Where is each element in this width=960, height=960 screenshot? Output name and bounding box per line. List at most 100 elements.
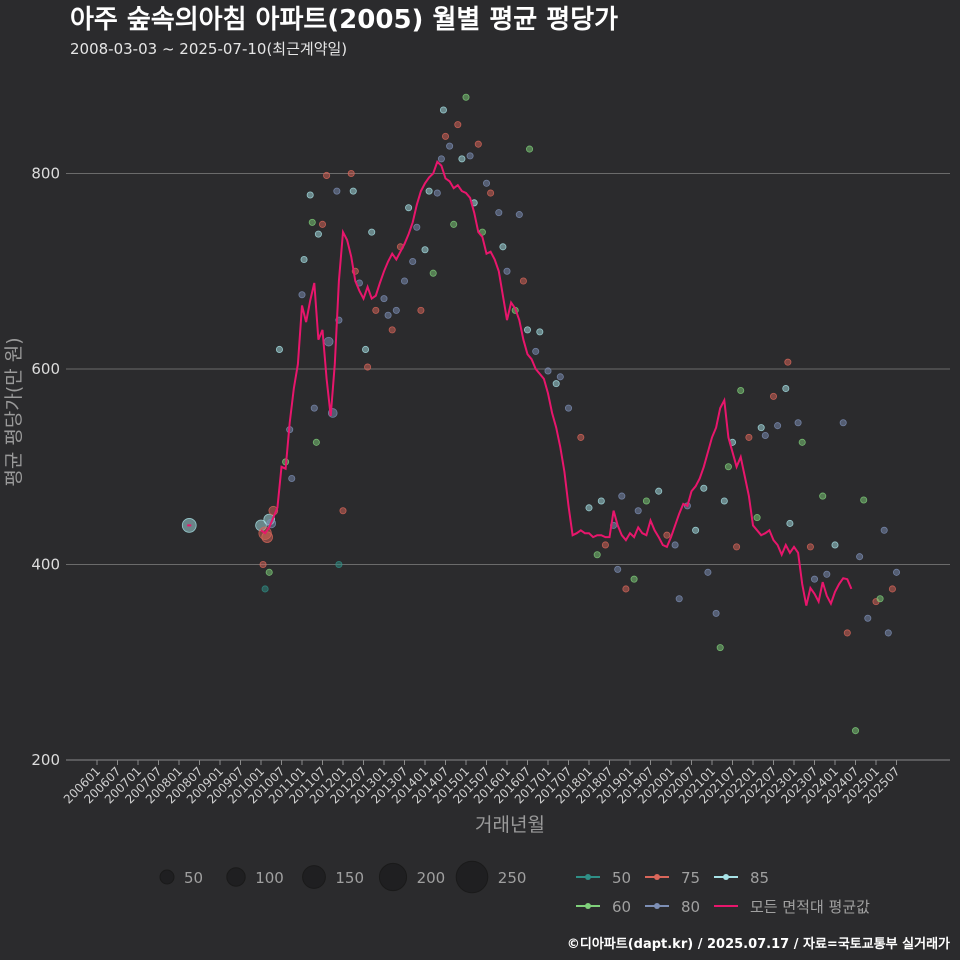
data-point (851, 727, 860, 735)
data-point (634, 507, 642, 515)
x-axis-ticks: 2006012006072007012007072008012008072009… (61, 760, 903, 807)
data-point (314, 230, 322, 238)
data-point (745, 433, 753, 441)
size-legend: 50 100 150 200 250 (159, 860, 527, 894)
size-legend-label: 100 (255, 869, 284, 887)
data-point (794, 419, 802, 427)
data-point (733, 543, 741, 551)
data-point (288, 474, 296, 483)
data-point (585, 504, 593, 512)
size-legend-label: 50 (184, 869, 203, 887)
data-point (421, 246, 429, 254)
data-point (487, 189, 495, 197)
data-point (843, 629, 851, 637)
data-point (782, 385, 790, 393)
data-point (622, 585, 630, 593)
data-point (888, 585, 896, 593)
data-point (798, 438, 806, 446)
y-axis-label: 평균 평당가(만 원) (3, 337, 25, 486)
data-point (380, 295, 388, 303)
color-legend-dot (585, 903, 591, 909)
data-point (425, 187, 433, 195)
data-point (261, 585, 269, 593)
data-point (405, 204, 413, 212)
source-caption: ©디아파트(dapt.kr) / 2025.07.17 / 자료=국토교통부 실… (567, 936, 950, 952)
data-point (556, 373, 564, 381)
data-point (298, 291, 306, 299)
data-point (860, 496, 868, 504)
data-point (630, 575, 638, 583)
data-point (259, 560, 267, 569)
color-legend-label: 모든 면적대 평균값 (750, 898, 870, 916)
data-point (446, 142, 454, 150)
data-point (716, 644, 724, 652)
data-point (757, 424, 765, 432)
data-point (482, 179, 491, 187)
data-point (856, 553, 864, 561)
data-point (409, 257, 417, 265)
data-point (536, 328, 544, 336)
data-point (597, 497, 605, 505)
data-point (671, 541, 679, 549)
size-legend-label: 150 (335, 869, 364, 887)
data-point (347, 169, 355, 178)
data-point (823, 570, 831, 578)
data-point (880, 526, 888, 534)
size-legend-label: 250 (498, 869, 527, 887)
data-point (712, 609, 720, 617)
data-point (704, 568, 712, 576)
data-point (417, 306, 425, 314)
data-point (810, 575, 819, 583)
color-legend-label: 50 (612, 869, 631, 887)
color-legend-label: 85 (750, 869, 769, 887)
data-point (306, 191, 314, 199)
size-legend-swatch (378, 862, 408, 892)
data-point (552, 380, 560, 388)
size-legend-swatch (302, 865, 326, 889)
color-legend-dot (585, 874, 591, 880)
data-point (720, 497, 728, 505)
data-point (774, 422, 782, 430)
average-line (187, 160, 853, 607)
data-point (839, 419, 847, 427)
data-point (474, 140, 482, 148)
y-axis-ticks: 200 400 600 800 (31, 165, 60, 770)
y-tick-label: 600 (31, 360, 60, 378)
data-point (593, 551, 601, 559)
data-point (618, 492, 626, 500)
data-point (364, 363, 372, 371)
data-point (806, 543, 814, 551)
data-point (454, 121, 462, 129)
data-point (753, 514, 761, 522)
data-point (515, 211, 523, 219)
data-point (384, 311, 392, 319)
data-point (663, 531, 671, 539)
size-legend-swatch (159, 869, 175, 885)
data-point (642, 497, 650, 505)
chart-subtitle: 2008-03-03 ~ 2025-07-10(최근계약일) (70, 40, 347, 58)
data-point (577, 433, 585, 441)
data-point (892, 568, 901, 576)
data-point (819, 492, 827, 500)
data-point (333, 187, 341, 195)
data-point (876, 595, 884, 603)
data-point (413, 223, 421, 231)
chart-title: 아주 숲속의아침 아파트(2005) 월별 평균 평당가 (70, 5, 618, 35)
data-point (564, 404, 573, 412)
size-legend-swatch (226, 867, 246, 887)
data-point (675, 595, 683, 603)
data-point (400, 277, 409, 285)
data-point (261, 531, 273, 543)
data-point (429, 269, 437, 277)
data-point (388, 326, 396, 334)
data-point (499, 243, 507, 251)
data-point (439, 106, 447, 114)
data-point (462, 93, 470, 101)
data-point (450, 220, 458, 228)
data-point (318, 220, 327, 228)
color-legend-dot (654, 874, 660, 880)
data-point (275, 345, 283, 353)
data-point (523, 326, 532, 334)
data-point (362, 345, 370, 353)
